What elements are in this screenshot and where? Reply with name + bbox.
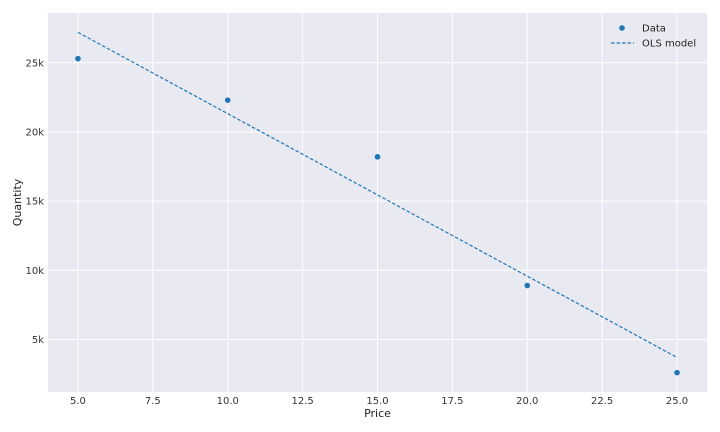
- y-tick-label: 20k: [25, 127, 44, 138]
- y-tick-label: 10k: [25, 266, 44, 277]
- x-tick-label: 22.5: [591, 396, 613, 407]
- y-tick-label: 5k: [32, 335, 44, 346]
- legend: Data OLS model: [611, 24, 696, 50]
- x-tick-label: 17.5: [441, 396, 463, 407]
- legend-ols-label: OLS model: [642, 39, 696, 50]
- data-point: [374, 154, 381, 160]
- tick-labels: 5.0 7.5 10.0 12.5 15.0 17.5 20.0 22.5 25.0 5k 10k 1…: [25, 58, 688, 407]
- x-tick-label: 10.0: [217, 396, 239, 407]
- x-axis-label: Price: [364, 407, 391, 420]
- ols-model-line: [77, 31, 678, 358]
- x-tick-label: 7.5: [145, 396, 161, 407]
- x-tick-label: 20.0: [516, 396, 538, 407]
- legend-data-label: Data: [642, 24, 666, 35]
- y-axis-label: Quantity: [11, 178, 24, 226]
- data-point: [224, 97, 231, 103]
- x-tick-label: 5.0: [70, 396, 86, 407]
- y-tick-label: 25k: [25, 58, 44, 69]
- y-tick-label: 15k: [25, 197, 44, 208]
- x-tick-label: 12.5: [291, 396, 313, 407]
- data-point: [524, 282, 531, 289]
- data-point: [75, 55, 81, 62]
- x-tick-label: 15.0: [366, 396, 388, 407]
- grid: [48, 13, 707, 392]
- legend-data-marker: [619, 25, 625, 31]
- chart-marks: [75, 31, 680, 376]
- data-point: [674, 369, 680, 376]
- x-tick-label: 25.0: [666, 396, 688, 407]
